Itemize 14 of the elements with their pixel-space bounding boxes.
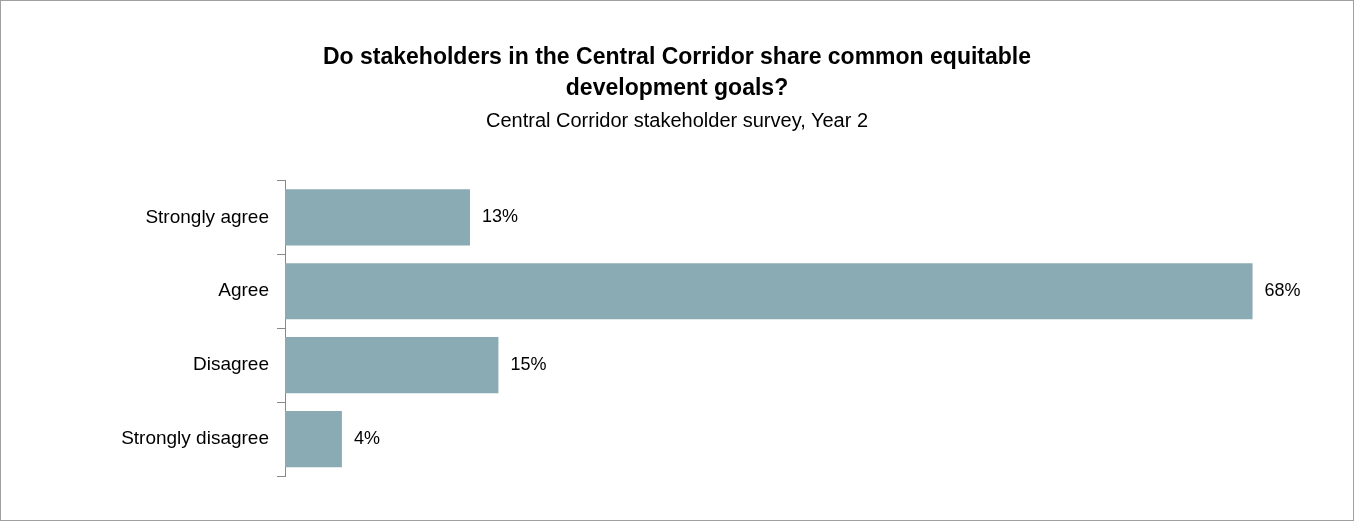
data-label: 68% [1264, 280, 1301, 301]
data-label: 13% [481, 206, 518, 227]
data-label: 15% [510, 354, 547, 375]
bar [285, 189, 470, 246]
y-tick-label: Strongly agree [145, 205, 269, 227]
chart-subtitle: Central Corridor stakeholder survey, Year 2 [484, 109, 869, 132]
y-tick-label: Strongly disagree [121, 427, 269, 449]
bar [285, 410, 342, 468]
y-tick-label: Disagree [192, 353, 269, 375]
y-tick-label: Agree [218, 279, 269, 301]
chart-title: Do stakeholders in the Central Corridor share common equitable development goals? [321, 42, 1032, 102]
data-label: 4% [353, 428, 380, 449]
bar [285, 263, 1253, 320]
bar [285, 337, 499, 394]
